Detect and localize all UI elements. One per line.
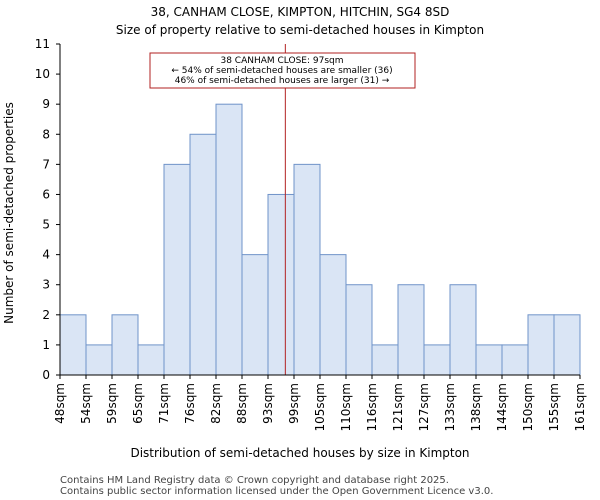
annotation-box: 38 CANHAM CLOSE: 97sqm ← 54% of semi-det… — [149, 52, 416, 89]
bar-138sqm — [475, 344, 503, 376]
bar-65sqm — [137, 344, 165, 376]
bar-76sqm — [189, 133, 217, 376]
x-tick-label: 99sqm — [287, 383, 301, 424]
x-tick-label: 161sqm — [573, 383, 587, 431]
x-ticks-group: 48sqm 54sqm 59sqm 65sqm 71sqm 76sqm 82sqm 88sqm… — [53, 375, 587, 431]
x-tick-label: 127sqm — [417, 383, 431, 431]
x-tick-label: 133sqm — [443, 383, 457, 431]
x-tick-label: 71sqm — [157, 383, 171, 424]
y-tick-label: 0 — [42, 368, 50, 382]
x-tick-label: 138sqm — [469, 383, 483, 431]
x-tick-label: 82sqm — [209, 383, 223, 424]
x-tick-label: 54sqm — [79, 383, 93, 424]
x-tick-label: 93sqm — [261, 383, 275, 424]
bar-54sqm — [85, 344, 113, 376]
bar-99sqm — [293, 163, 321, 376]
bar-110sqm — [345, 284, 373, 376]
bar-93sqm — [267, 193, 295, 376]
bar-116sqm — [371, 344, 399, 376]
bar-88sqm — [241, 254, 269, 376]
annotation-line-3: 46% of semi-detached houses are larger (… — [175, 76, 390, 86]
x-tick-label: 116sqm — [365, 383, 379, 431]
y-tick-label: 9 — [42, 97, 50, 111]
chart-subtitle: Size of property relative to semi-detach… — [116, 23, 484, 37]
annotation-line-2: ← 54% of semi-detached houses are smalle… — [171, 66, 392, 76]
bar-105sqm — [319, 254, 347, 376]
x-tick-label: 110sqm — [339, 383, 353, 431]
x-tick-label: 48sqm — [53, 383, 67, 424]
x-tick-label: 144sqm — [495, 383, 509, 431]
x-tick-label: 150sqm — [521, 383, 535, 431]
y-tick-label: 8 — [42, 127, 50, 141]
bar-59sqm — [111, 314, 139, 376]
bars-group — [59, 103, 581, 376]
y-tick-label: 10 — [35, 67, 50, 81]
bar-71sqm — [163, 163, 191, 376]
annotation-line-1: 38 CANHAM CLOSE: 97sqm — [220, 56, 343, 66]
footer-line-1: Contains HM Land Registry data © Crown c… — [60, 475, 449, 486]
bar-133sqm — [449, 284, 477, 376]
bar-144sqm — [501, 344, 529, 376]
x-tick-label: 121sqm — [391, 383, 405, 431]
y-tick-label: 11 — [35, 37, 50, 51]
y-tick-label: 3 — [42, 278, 50, 292]
y-tick-label: 6 — [42, 187, 50, 201]
x-tick-label: 65sqm — [131, 383, 145, 424]
footer-line-2: Contains public sector information licen… — [60, 486, 493, 497]
x-tick-label: 76sqm — [183, 383, 197, 424]
x-tick-label: 155sqm — [547, 383, 561, 431]
y-tick-label: 2 — [42, 308, 50, 322]
y-axis-title: Number of semi-detached properties — [2, 102, 16, 324]
y-tick-label: 4 — [42, 248, 50, 262]
y-tick-label: 5 — [42, 218, 50, 232]
x-tick-label: 59sqm — [105, 383, 119, 424]
x-tick-label: 105sqm — [313, 383, 327, 431]
x-axis-title: Distribution of semi-detached houses by … — [130, 446, 469, 460]
bar-127sqm — [423, 344, 451, 376]
annotation-border — [149, 52, 416, 89]
y-tick-label: 7 — [42, 157, 50, 171]
bar-82sqm — [215, 103, 243, 376]
bar-155sqm — [553, 314, 581, 376]
y-tick-label: 1 — [42, 338, 50, 352]
chart-title: 38, CANHAM CLOSE, KIMPTON, HITCHIN, SG4 … — [151, 5, 450, 19]
x-tick-label: 88sqm — [235, 383, 249, 424]
bar-150sqm — [527, 314, 555, 376]
bar-48sqm — [59, 314, 87, 376]
bar-121sqm — [397, 284, 425, 376]
y-ticks-group: 0 1 2 3 4 5 6 7 8 9 10 11 — [35, 37, 60, 382]
